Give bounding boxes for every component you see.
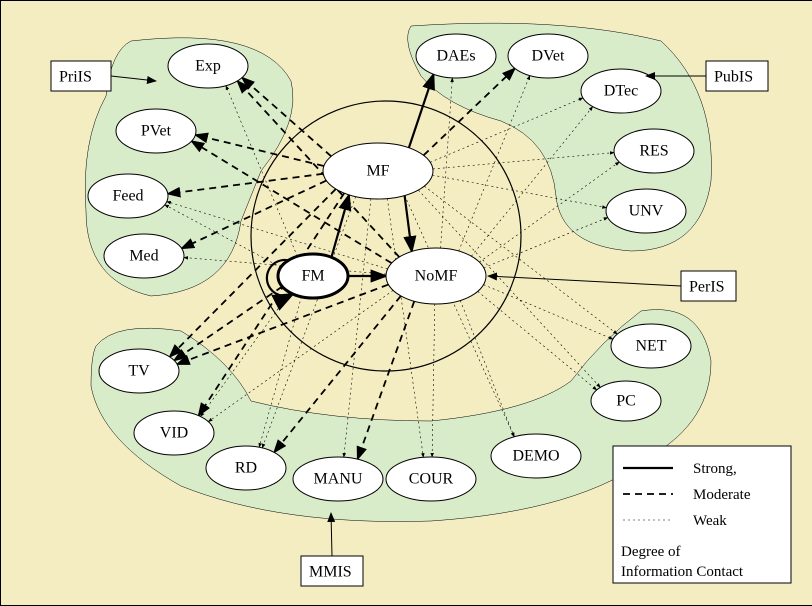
node-NoMF: NoMF <box>386 248 486 304</box>
node-MANU: MANU <box>293 457 383 501</box>
edge-MF-DEMO <box>405 195 515 436</box>
node-label-NoMF: NoMF <box>415 268 458 285</box>
node-DEMO: DEMO <box>491 434 581 478</box>
node-NET: NET <box>611 324 691 368</box>
node-label-DTec: DTec <box>604 83 638 100</box>
legend-label-weak: Weak <box>693 513 727 529</box>
node-label-DEMO: DEMO <box>512 448 559 465</box>
center-circle <box>251 101 521 371</box>
node-RD: RD <box>206 446 286 490</box>
node-label-NET: NET <box>635 338 666 355</box>
edge-MF-DAEs <box>409 74 434 148</box>
node-label-DAEs: DAEs <box>436 48 475 65</box>
node-label-PVet: PVet <box>141 123 172 140</box>
node-TV: TV <box>99 349 179 393</box>
legend-label-strong: Strong, <box>693 461 737 477</box>
label-PerIS: PerIS <box>488 271 736 301</box>
legend-footer1: Degree of <box>621 544 681 560</box>
legend-label-moderate: Moderate <box>693 487 751 503</box>
node-FM: FM <box>278 254 348 298</box>
node-Med: Med <box>104 234 184 278</box>
node-label-PC: PC <box>616 393 636 410</box>
node-UNV: UNV <box>606 189 686 233</box>
diagram-canvas: MF FM NoMF Exp PVet Feed Med DAEs DVet DTec RES UNV… <box>0 0 812 606</box>
node-label-COUR: COUR <box>409 471 454 488</box>
node-RES: RES <box>614 129 694 173</box>
node-label-Med: Med <box>129 248 158 265</box>
node-DVet: DVet <box>508 34 588 78</box>
node-label-RD: RD <box>235 460 257 477</box>
node-label-Feed: Feed <box>112 188 143 205</box>
svg-text:MMIS: MMIS <box>309 564 352 581</box>
node-label-VID: VID <box>160 425 188 442</box>
svg-text:PerIS: PerIS <box>689 279 725 296</box>
svg-text:PriIS: PriIS <box>59 69 92 86</box>
node-PC: PC <box>591 381 661 421</box>
node-label-DVet: DVet <box>532 48 565 65</box>
edge-NoMF-DAEs <box>441 78 453 248</box>
legend: Strong, Moderate Weak Degree of Information … <box>613 446 791 583</box>
node-Exp: Exp <box>168 44 248 88</box>
svg-text:PubIS: PubIS <box>714 69 753 86</box>
node-Feed: Feed <box>88 174 168 218</box>
edge-MF-NoMF <box>405 196 412 252</box>
node-MF: MF <box>323 143 433 199</box>
node-COUR: COUR <box>386 457 476 501</box>
node-label-Exp: Exp <box>195 58 221 75</box>
node-label-TV: TV <box>128 363 150 380</box>
node-PVet: PVet <box>116 109 196 153</box>
node-VID: VID <box>134 411 214 455</box>
node-label-UNV: UNV <box>629 203 664 220</box>
legend-footer2: Information Contact <box>621 564 744 580</box>
node-label-MF: MF <box>366 163 389 180</box>
label-MMIS: MMIS <box>301 513 363 586</box>
node-label-RES: RES <box>639 143 668 160</box>
edge-NoMF-PC <box>478 291 597 390</box>
edge-FM-MF <box>331 195 349 257</box>
node-label-MANU: MANU <box>314 471 363 488</box>
node-label-FM: FM <box>301 268 324 285</box>
diagram-svg: MF FM NoMF Exp PVet Feed Med DAEs DVet DTec RES UNV… <box>1 1 812 605</box>
node-DAEs: DAEs <box>416 34 496 78</box>
